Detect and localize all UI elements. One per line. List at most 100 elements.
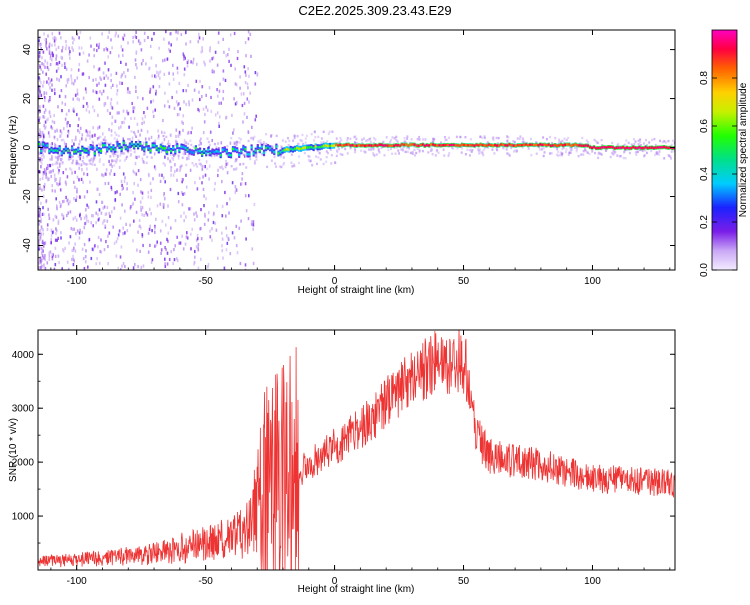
spectrogram-noise-cell — [51, 157, 53, 161]
spectrogram-noise-cell — [254, 71, 257, 75]
spectrogram-noise-cell — [53, 88, 56, 92]
spectrogram-ridge-core — [557, 144, 561, 147]
spectrogram-ridge-core — [626, 146, 629, 149]
spectrogram-halo-cell — [406, 135, 409, 138]
spectrogram-noise-cell — [132, 201, 134, 205]
spectrogram-halo-cell — [478, 152, 481, 155]
spectrogram-halo-cell — [418, 138, 421, 141]
spectrogram-noise-cell — [221, 249, 224, 253]
x-tick-label: 50 — [458, 576, 470, 587]
spectrogram-halo-cell — [614, 151, 617, 154]
spectrogram-ridge-core — [580, 144, 583, 147]
spectrogram-noise-cell — [208, 211, 210, 215]
spectrogram-halo-cell — [508, 153, 510, 156]
spectrogram-noise-cell — [51, 252, 54, 257]
spectrogram-noise-cell — [225, 226, 227, 230]
spectrogram-ridge-core — [182, 145, 185, 149]
spectrogram-noise-cell — [98, 81, 100, 85]
spectrogram-halo-cell — [97, 152, 100, 155]
spectrogram-noise-cell — [58, 200, 61, 205]
colorbar-tick-label: 0.0 — [699, 263, 710, 277]
spectrogram-halo-cell — [88, 137, 91, 140]
spectrogram-noise-cell — [66, 175, 69, 179]
spectrogram-noise-cell — [250, 54, 252, 58]
spectrogram-ridge-core — [141, 146, 144, 149]
spectrogram-halo-cell — [71, 161, 74, 165]
spectrogram-halo-cell — [313, 139, 316, 142]
spectrogram-noise-cell — [181, 180, 183, 184]
spectrogram-halo-cell — [667, 154, 670, 157]
spectrogram-noise-cell — [42, 212, 45, 216]
spectrogram-noise-cell — [39, 144, 42, 148]
spectrogram-noise-cell — [58, 169, 60, 173]
spectrogram-halo-cell — [304, 141, 307, 144]
spectrogram-halo-cell — [413, 148, 416, 152]
spectrogram-noise-cell — [122, 53, 124, 57]
colorbar-tick-label: 0.2 — [699, 215, 710, 229]
spectrogram-noise-cell — [125, 222, 127, 226]
spectrogram-noise-cell — [183, 73, 186, 77]
spectrogram-ridge-core — [324, 144, 327, 147]
spectrogram-noise-cell — [142, 160, 145, 164]
spectrogram-noise-cell — [169, 32, 171, 36]
spectrogram-noise-cell — [208, 177, 210, 181]
spectrogram-noise-cell — [204, 165, 206, 169]
spectrogram-noise-cell — [86, 102, 88, 106]
spectrogram-noise-cell — [224, 78, 227, 82]
spectrogram-noise-cell — [152, 99, 155, 103]
spectrogram-noise-cell — [247, 130, 250, 134]
spectrogram-noise-cell — [116, 88, 119, 93]
spectrogram-noise-cell — [43, 263, 45, 267]
spectrogram-noise-cell — [109, 51, 112, 55]
spectrogram-halo-cell — [639, 140, 642, 144]
spectrogram-noise-cell — [49, 250, 52, 254]
spectrogram-ridge-core — [316, 146, 319, 149]
spectrogram-ridge-core — [180, 145, 183, 148]
spectrogram-halo-cell — [146, 155, 149, 159]
spectrogram-noise-cell — [95, 211, 97, 215]
spectrogram-noise-cell — [246, 97, 249, 101]
spectrogram-noise-cell — [75, 135, 77, 139]
spectrogram-noise-cell — [181, 177, 183, 181]
spectrogram-ridge-core — [122, 141, 125, 145]
spectrogram-ridge-core — [527, 144, 530, 147]
spectrogram-noise-cell — [38, 57, 40, 62]
spectrogram-noise-cell — [65, 44, 68, 48]
spectrogram-noise-cell — [154, 230, 156, 234]
spectrogram-noise-cell — [129, 223, 131, 227]
spectrogram-ridge-core — [529, 143, 532, 146]
spectrogram-halo-cell — [249, 157, 252, 161]
spectrogram-halo-cell — [109, 142, 112, 145]
spectrogram-noise-cell — [94, 244, 96, 248]
spectrogram-ridge-core — [326, 144, 329, 148]
spectrogram-noise-cell — [229, 33, 232, 37]
spectrogram-noise-cell — [221, 165, 223, 169]
spectrogram-noise-cell — [38, 239, 40, 243]
spectrogram-halo-cell — [638, 148, 641, 152]
spectrogram-noise-cell — [110, 97, 113, 102]
y-tick-label: -40 — [22, 238, 33, 253]
spectrogram-noise-cell — [204, 62, 206, 66]
spectrogram-halo-cell — [611, 141, 614, 145]
spectrogram-noise-cell — [81, 230, 83, 234]
spectrogram-noise-cell — [41, 158, 43, 162]
spectrogram-halo-cell — [169, 160, 172, 164]
spectrogram-noise-cell — [82, 104, 85, 108]
spectrogram-noise-cell — [64, 102, 67, 106]
spectrogram-noise-cell — [73, 142, 75, 146]
spectrogram-noise-cell — [51, 184, 53, 188]
spectrogram-noise-cell — [229, 252, 232, 256]
spectrogram-ridge-core — [281, 149, 284, 152]
spectrogram-noise-cell — [86, 59, 89, 63]
spectrogram-halo-cell — [513, 140, 516, 144]
spectrogram-halo-cell — [210, 154, 213, 158]
spectrogram-halo-cell — [618, 155, 621, 158]
spectrogram-halo-cell — [104, 147, 107, 151]
spectrogram-noise-cell — [122, 232, 124, 236]
spectrogram-ridge-core — [91, 146, 94, 149]
spectrogram-noise-cell — [166, 251, 169, 255]
spectrogram-halo-cell — [108, 148, 111, 151]
spectrogram-noise-cell — [140, 265, 143, 269]
spectrogram-noise-cell — [185, 42, 187, 46]
